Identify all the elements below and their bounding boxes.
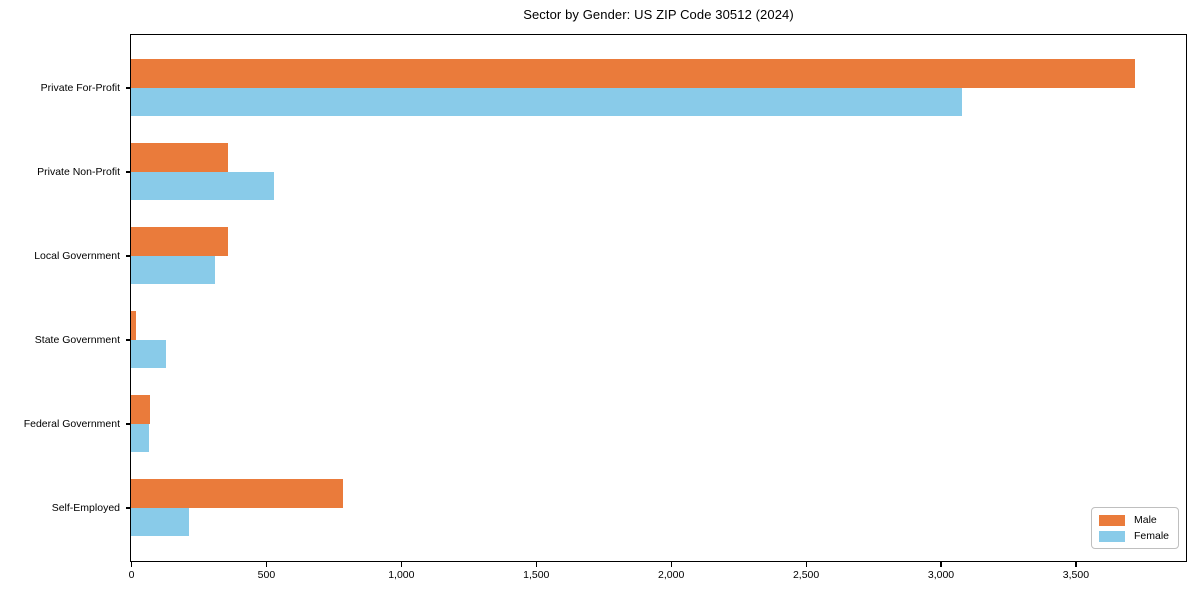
y-tick-mark [125,507,130,509]
y-tick-mark [125,423,130,425]
bar-male-0 [131,58,1135,88]
x-tick-label: 1,500 [523,569,550,581]
bar-female-0 [131,87,963,116]
male-series-swatch-icon [1099,514,1125,526]
y-tick-mark [125,87,130,89]
y-tick-label: State Government [34,334,120,346]
bar-male-3 [131,310,137,340]
bar-male-5 [131,478,343,508]
x-tick-label: 500 [257,569,276,581]
y-tick-mark [125,171,130,173]
x-tick-mark [940,562,942,567]
bar-female-5 [131,507,189,536]
bar-female-2 [131,255,215,284]
y-tick-label: Federal Government [23,418,120,430]
plot-area [130,34,1187,562]
x-tick-mark [670,562,672,567]
legend: Male Female [1091,507,1179,549]
x-tick-label: 2,000 [658,569,685,581]
y-tick-mark [125,255,130,257]
y-tick-label: Self-Employed [51,502,120,514]
chart-title: Sector by Gender: US ZIP Code 30512 (202… [523,7,794,22]
x-tick-label: 1,000 [388,569,415,581]
y-tick-label: Private Non-Profit [37,166,120,178]
legend-label-female: Female [1134,530,1170,542]
x-tick-mark [805,562,807,567]
bar-female-1 [131,171,274,200]
bar-female-4 [131,423,149,452]
y-tick-label: Local Government [34,250,120,262]
x-tick-mark [265,562,268,567]
x-tick-mark [130,562,133,567]
legend-entry-female: Female [1099,530,1170,542]
bar-male-4 [131,394,150,424]
x-tick-mark [535,562,537,567]
bar-male-1 [131,142,229,172]
bar-female-3 [131,339,167,368]
legend-entry-male: Male [1099,514,1170,526]
x-tick-label: 0 [128,569,135,581]
x-tick-label: 3,500 [1062,569,1090,581]
x-tick-label: 2,500 [792,569,820,581]
female-series-swatch-icon [1099,530,1125,542]
bar-male-2 [131,226,229,256]
legend-label-male: Male [1134,514,1157,526]
x-tick-mark [1075,562,1077,567]
y-tick-mark [125,339,130,341]
y-tick-label: Private For-Profit [40,82,120,94]
x-tick-label: 3,000 [927,569,955,581]
x-tick-mark [400,562,403,567]
